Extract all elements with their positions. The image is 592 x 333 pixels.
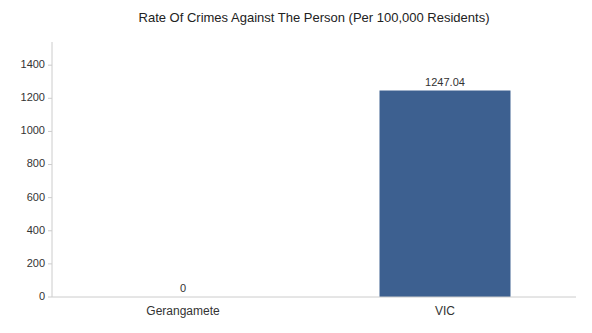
chart: Rate Of Crimes Against The Person (Per 1… — [0, 0, 592, 333]
y-axis-line — [52, 42, 53, 297]
y-tick — [48, 131, 52, 132]
y-tick — [48, 98, 52, 99]
y-tick-label: 1400 — [21, 58, 45, 70]
data-label: 1247.04 — [425, 76, 465, 88]
chart-container: Rate Of Crimes Against The Person (Per 1… — [0, 0, 592, 333]
y-tick-label: 200 — [27, 257, 45, 269]
y-tick-label: 400 — [27, 224, 45, 236]
y-tick — [48, 297, 52, 298]
y-tick — [48, 164, 52, 165]
bars — [380, 91, 511, 297]
y-tick-label: 800 — [27, 157, 45, 169]
x-axis-line — [52, 297, 576, 298]
x-tick-label: Gerangamete — [146, 304, 220, 318]
y-tick-label: 1000 — [21, 124, 45, 136]
title: Rate Of Crimes Against The Person (Per 1… — [139, 10, 490, 25]
y-tick-label: 1200 — [21, 91, 45, 103]
x-tick-label: VIC — [435, 304, 455, 318]
y-tick — [48, 263, 52, 264]
y-tick — [48, 65, 52, 66]
data-label: 0 — [180, 282, 186, 294]
y-tick — [48, 230, 52, 231]
y-tick-label: 0 — [39, 290, 45, 302]
y-tick-label: 600 — [27, 191, 45, 203]
bar — [380, 91, 511, 297]
y-tick — [48, 197, 52, 198]
